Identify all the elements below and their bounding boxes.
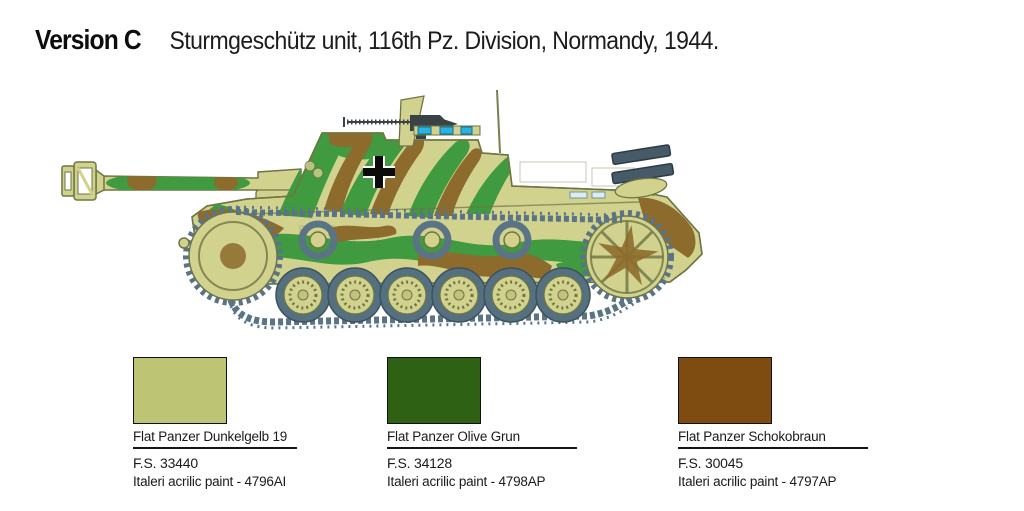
spare-track-rack — [611, 144, 675, 185]
periscope-row — [413, 125, 481, 136]
tow-hook — [178, 237, 190, 249]
exhaust-muffler — [614, 177, 668, 199]
return-roller — [492, 220, 532, 260]
federal-standard-code: F.S. 30045 — [678, 455, 743, 471]
road-wheel — [431, 267, 487, 323]
divider — [387, 447, 577, 449]
periscope-block — [417, 126, 432, 135]
road-wheel — [327, 267, 383, 323]
paint-swatch — [133, 357, 227, 424]
return-roller — [412, 220, 452, 260]
vision-strip — [591, 191, 606, 199]
header: Version C Sturmgeschütz unit, 116th Pz. … — [35, 24, 768, 56]
road-wheel — [275, 267, 331, 323]
muzzle-brake — [61, 161, 105, 201]
divider — [678, 447, 868, 449]
paint-name: Flat Panzer Schokobraun — [678, 429, 826, 444]
acrylic-paint-code: Italeri acrilic paint - 4797AP — [678, 474, 837, 489]
return-roller — [298, 220, 338, 260]
paint-column: Flat Panzer Olive Grun F.S. 34128 Italer… — [387, 357, 577, 489]
vision-strip — [569, 191, 588, 199]
paint-swatch — [678, 357, 772, 424]
paint-column: Flat Panzer Dunkelgelb 19 F.S. 33440 Ita… — [133, 357, 297, 489]
road-wheel — [483, 267, 539, 323]
federal-standard-code: F.S. 34128 — [387, 455, 452, 471]
version-label: Version C — [35, 24, 142, 55]
road-wheels — [275, 267, 591, 323]
federal-standard-code: F.S. 33440 — [133, 455, 198, 471]
paint-name: Flat Panzer Olive Grun — [387, 429, 520, 444]
track-top-run — [235, 205, 623, 223]
paint-swatch — [387, 357, 481, 424]
acrylic-paint-code: Italeri acrilic paint - 4796AI — [133, 474, 287, 489]
paint-name: Flat Panzer Dunkelgelb 19 — [133, 429, 288, 444]
balkenkreuz-marking — [363, 156, 395, 188]
divider — [133, 447, 297, 449]
idler-wheel — [580, 210, 674, 304]
camo-star — [598, 225, 659, 286]
drive-sprocket — [183, 206, 283, 306]
paint-column: Flat Panzer Schokobraun F.S. 30045 Itale… — [678, 357, 868, 489]
road-wheel — [379, 267, 435, 323]
antenna — [496, 89, 501, 154]
periscope-block — [460, 126, 473, 135]
hull-outline — [191, 132, 703, 285]
version-description: Sturmgeschütz unit, 116th Pz. Division, … — [169, 27, 720, 55]
periscope-block — [439, 126, 454, 135]
acrylic-paint-code: Italeri acrilic paint - 4798AP — [387, 474, 546, 489]
road-wheel — [535, 267, 591, 323]
return-rollers — [298, 220, 532, 260]
